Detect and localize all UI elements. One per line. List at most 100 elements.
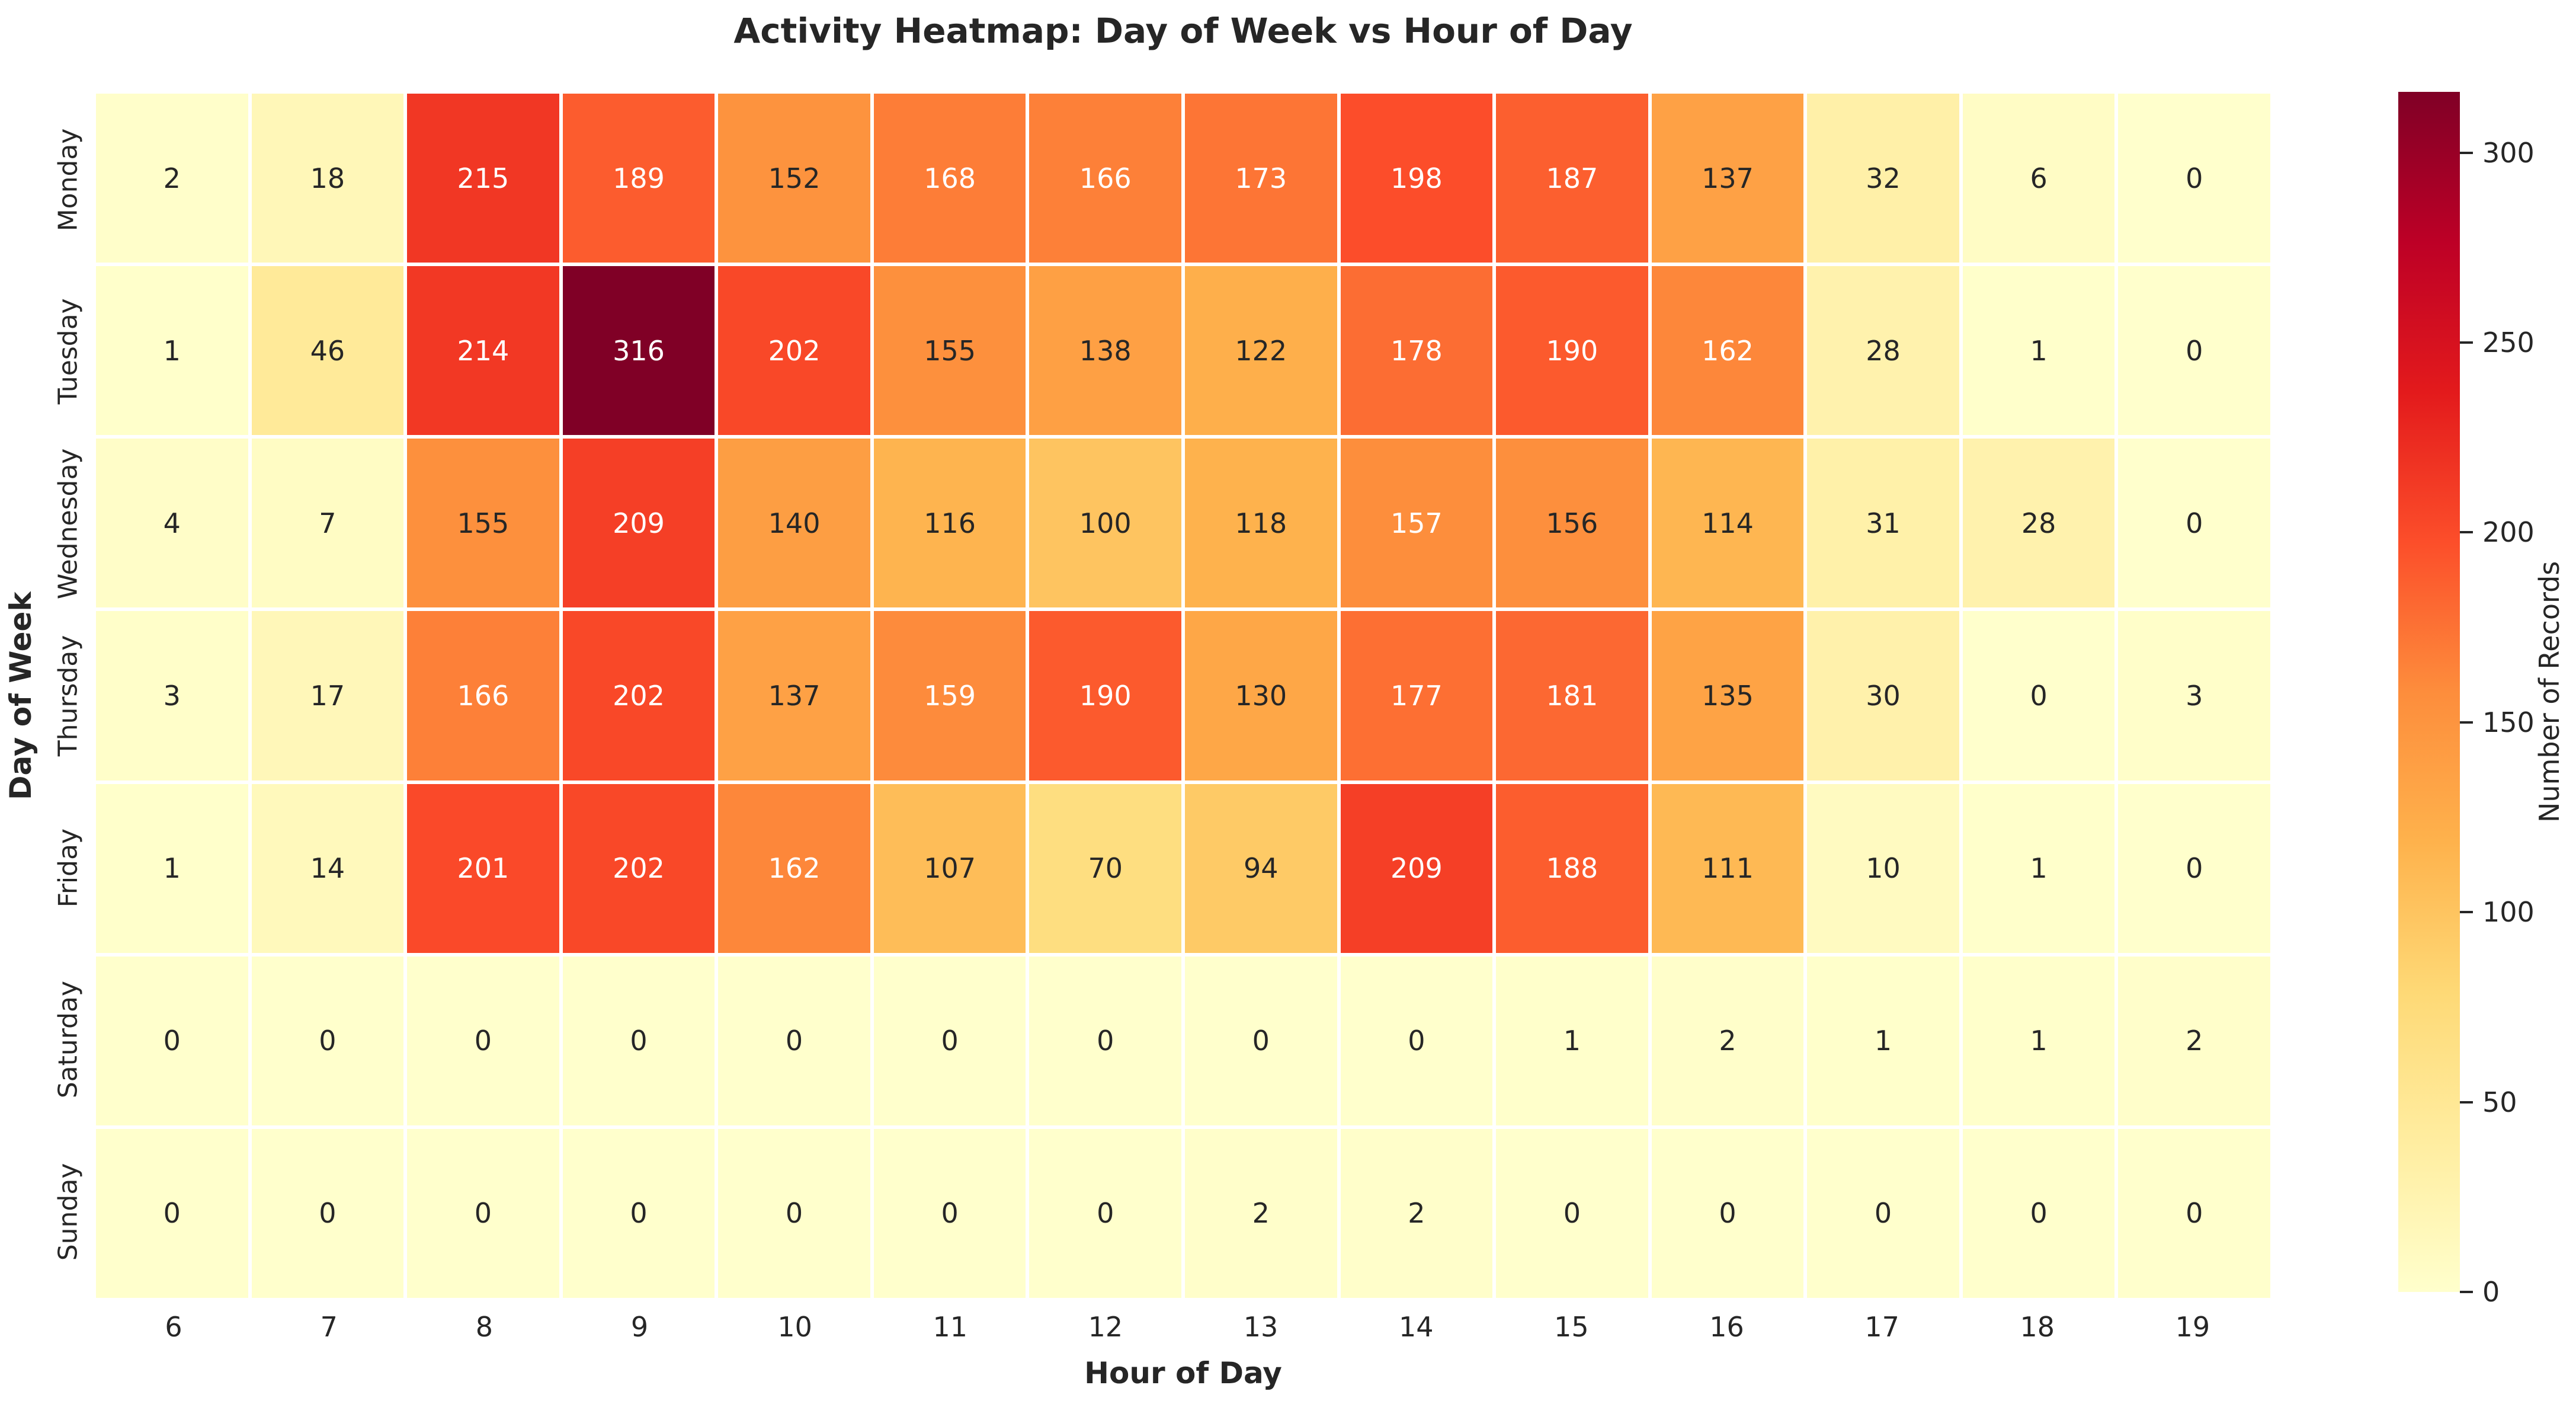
heatmap-cell: 189 <box>562 94 715 263</box>
colorbar-tick-mark <box>2460 531 2473 534</box>
heatmap-cell: 178 <box>1340 266 1493 436</box>
x-tick-label: 18 <box>2020 1311 2055 1343</box>
heatmap-cell: 14 <box>251 783 404 953</box>
colorbar-tick-value: 100 <box>2482 896 2535 929</box>
heatmap-cell: 114 <box>1651 439 1804 608</box>
heatmap-cell: 0 <box>1185 956 1337 1125</box>
heatmap-cell: 31 <box>1807 439 1959 608</box>
heatmap-cell: 3 <box>96 611 248 781</box>
heatmap-cell: 111 <box>1651 783 1804 953</box>
x-tick-label: 9 <box>630 1311 649 1343</box>
y-tick-label: Thursday <box>53 635 84 757</box>
colorbar-tick: 200 <box>2460 516 2535 548</box>
x-tick-label: 17 <box>1864 1311 1899 1343</box>
heatmap-cell: 122 <box>1185 266 1337 436</box>
y-tick-label: Sunday <box>53 1163 84 1261</box>
heatmap-cell: 0 <box>407 956 559 1125</box>
heatmap-cell: 116 <box>873 439 1026 608</box>
heatmap-cell: 214 <box>407 266 559 436</box>
colorbar-tick-mark <box>2460 1291 2473 1293</box>
heatmap-cell: 316 <box>562 266 715 436</box>
heatmap-cell: 162 <box>718 783 870 953</box>
colorbar-tick-value: 0 <box>2482 1276 2500 1308</box>
heatmap-cell: 173 <box>1185 94 1337 263</box>
heatmap-cell: 17 <box>251 611 404 781</box>
heatmap-cell: 0 <box>1340 956 1493 1125</box>
heatmap-cell: 0 <box>1807 1128 1959 1298</box>
x-tick-label: 8 <box>475 1311 493 1343</box>
heatmap-cell: 0 <box>1962 611 2115 781</box>
heatmap-cell: 162 <box>1651 266 1804 436</box>
x-tick-label: 11 <box>933 1311 968 1343</box>
heatmap-cell: 156 <box>1496 439 1648 608</box>
heatmap-cell: 198 <box>1340 94 1493 263</box>
heatmap-cell: 202 <box>718 266 870 436</box>
heatmap-cell: 209 <box>1340 783 1493 953</box>
colorbar-tick-value: 300 <box>2482 136 2535 169</box>
heatmap-cell: 168 <box>873 94 1026 263</box>
heatmap-cell: 0 <box>407 1128 559 1298</box>
heatmap-cell: 209 <box>562 439 715 608</box>
heatmap-cell: 94 <box>1185 783 1337 953</box>
colorbar-tick: 50 <box>2460 1086 2517 1118</box>
heatmap-cell: 0 <box>1029 956 1181 1125</box>
x-tick-label: 7 <box>320 1311 338 1343</box>
heatmap-cell: 1 <box>1962 266 2115 436</box>
heatmap-grid: 2 18 215 189 152 168 166 173 198 187 137 32 6 0 1 46 214… <box>96 94 2270 1298</box>
colorbar <box>2398 92 2460 1292</box>
heatmap-cell: 0 <box>1496 1128 1648 1298</box>
colorbar-tick: 0 <box>2460 1276 2500 1308</box>
heatmap-cell: 159 <box>873 611 1026 781</box>
x-axis-tick-labels: 6 7 8 9 10 11 12 13 14 15 16 17 18 19 <box>96 1311 2270 1343</box>
colorbar-tick-value: 150 <box>2482 706 2535 738</box>
heatmap-cell: 137 <box>1651 94 1804 263</box>
heatmap-cell: 2 <box>2118 956 2270 1125</box>
y-tick-label: Monday <box>53 128 84 231</box>
x-tick-label: 13 <box>1243 1311 1279 1343</box>
heatmap-cell: 0 <box>562 956 715 1125</box>
heatmap-cell: 118 <box>1185 439 1337 608</box>
heatmap-cell: 155 <box>407 439 559 608</box>
colorbar-tick-mark <box>2460 721 2473 724</box>
colorbar-tick: 300 <box>2460 137 2535 169</box>
heatmap-cell: 135 <box>1651 611 1804 781</box>
heatmap-cell: 2 <box>96 94 248 263</box>
x-axis-label: Hour of Day <box>1084 1356 1282 1390</box>
heatmap-cell: 70 <box>1029 783 1181 953</box>
heatmap-cell: 32 <box>1807 94 1959 263</box>
heatmap-cell: 137 <box>718 611 870 781</box>
heatmap-cell: 1 <box>96 266 248 436</box>
heatmap-cell: 138 <box>1029 266 1181 436</box>
heatmap-cell: 0 <box>718 1128 870 1298</box>
heatmap-cell: 0 <box>2118 1128 2270 1298</box>
heatmap-cell: 187 <box>1496 94 1648 263</box>
heatmap-cell: 0 <box>562 1128 715 1298</box>
heatmap-cell: 1 <box>1962 956 2115 1125</box>
colorbar-tick-mark <box>2460 1101 2473 1103</box>
heatmap-cell: 1 <box>1962 783 2115 953</box>
heatmap-cell: 0 <box>2118 94 2270 263</box>
heatmap-cell: 7 <box>251 439 404 608</box>
heatmap-cell: 2 <box>1340 1128 1493 1298</box>
heatmap-cell: 18 <box>251 94 404 263</box>
heatmap-cell: 0 <box>1029 1128 1181 1298</box>
heatmap-cell: 181 <box>1496 611 1648 781</box>
y-axis-label: Day of Week <box>4 591 38 800</box>
heatmap-cell: 130 <box>1185 611 1337 781</box>
heatmap-cell: 0 <box>718 956 870 1125</box>
heatmap-cell: 2 <box>1185 1128 1337 1298</box>
colorbar-tick-mark <box>2460 151 2473 154</box>
heatmap-cell: 0 <box>873 1128 1026 1298</box>
x-tick-label: 12 <box>1088 1311 1123 1343</box>
heatmap-cell: 201 <box>407 783 559 953</box>
colorbar-tick: 100 <box>2460 896 2535 928</box>
heatmap-cell: 0 <box>96 956 248 1125</box>
x-tick-label: 6 <box>165 1311 182 1343</box>
heatmap-cell: 0 <box>96 1128 248 1298</box>
heatmap-cell: 188 <box>1496 783 1648 953</box>
y-tick-label: Wednesday <box>53 448 84 600</box>
heatmap-cell: 0 <box>873 956 1026 1125</box>
heatmap-cell: 1 <box>1807 956 1959 1125</box>
heatmap-cell: 4 <box>96 439 248 608</box>
x-tick-label: 19 <box>2175 1311 2210 1343</box>
